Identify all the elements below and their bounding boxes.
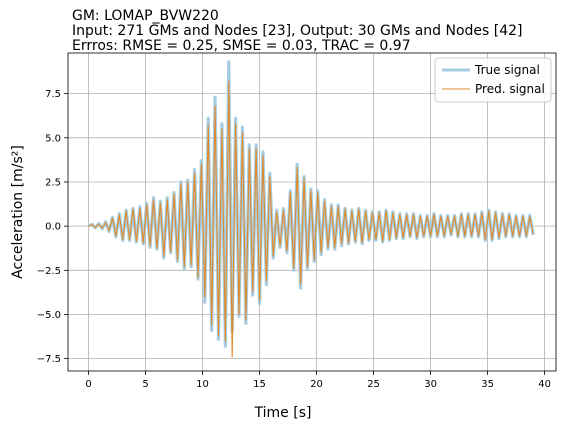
chart-title-line-1: GM: LOMAP_BVW220 [72, 8, 219, 24]
series-layer [87, 60, 535, 358]
y-tick-label: 7.5 [45, 89, 61, 100]
x-tick-label: 5 [142, 379, 148, 390]
legend: True signal Pred. signal [434, 57, 552, 103]
y-axis-ticks: −7.5 −5.0 −2.5 0.0 2.5 5.0 7.5 [37, 89, 68, 365]
x-tick-label: 40 [538, 379, 551, 390]
y-tick-label: 2.5 [45, 177, 61, 188]
x-tick-label: 15 [253, 379, 266, 390]
y-tick-label: 0.0 [45, 222, 61, 233]
y-tick-label: −5.0 [37, 310, 61, 321]
plot-frame [67, 52, 557, 372]
series-true-signal [87, 60, 535, 348]
series-pred-signal [88, 80, 534, 358]
x-tick-label: 30 [424, 379, 437, 390]
chart-title-line-3: Errros: RMSE = 0.25, SMSE = 0.03, TRAC =… [72, 38, 411, 54]
x-tick-label: 0 [85, 379, 91, 390]
y-tick-label: 5.0 [45, 133, 61, 144]
y-tick-label: −7.5 [37, 354, 61, 365]
legend-label-pred-signal: Pred. signal [475, 82, 545, 96]
y-tick-label: −2.5 [37, 266, 61, 277]
x-axis-label: Time [s] [254, 405, 312, 421]
x-axis-ticks: 0 5 10 15 20 25 30 35 40 [85, 371, 551, 390]
x-tick-label: 10 [196, 379, 209, 390]
chart-title-line-2: Input: 271 GMs and Nodes [23], Output: 3… [72, 23, 523, 39]
y-axis-label: Acceleration [m/s²] [10, 145, 26, 279]
x-tick-label: 25 [367, 379, 380, 390]
x-tick-label: 35 [481, 379, 494, 390]
legend-label-true-signal: True signal [474, 63, 540, 77]
x-tick-label: 20 [310, 379, 323, 390]
